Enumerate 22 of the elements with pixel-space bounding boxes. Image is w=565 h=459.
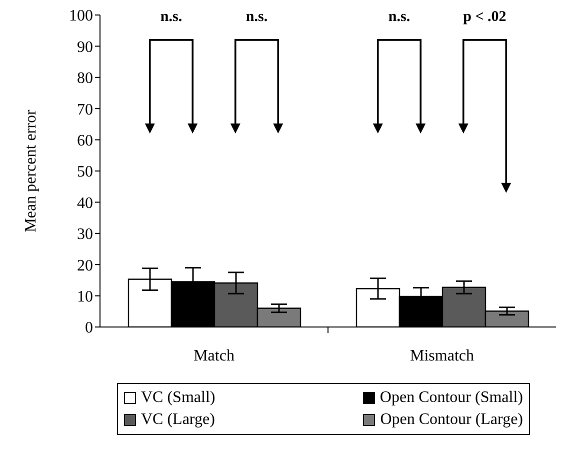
- annotation: n.s.: [246, 9, 268, 26]
- legend-label: Open Contour (Large): [380, 411, 523, 429]
- x-tick-label: Mismatch: [410, 347, 474, 364]
- legend-label: Open Contour (Small): [380, 389, 523, 407]
- y-tick-label: 60: [77, 132, 93, 150]
- y-tick-label: 70: [77, 101, 93, 118]
- x-tick-label: Match: [194, 347, 234, 364]
- y-tick-label: 20: [77, 257, 93, 274]
- legend-label: VC (Small): [141, 389, 216, 407]
- y-tick-label: 30: [77, 226, 93, 244]
- y-tick-label: 40: [77, 194, 93, 212]
- y-tick-label: 80: [77, 70, 93, 88]
- y-tick-label: 0: [85, 320, 93, 337]
- y-tick-label: 50: [77, 164, 93, 181]
- annotation: n.s.: [160, 9, 182, 26]
- legend-label: VC (Large): [141, 411, 215, 429]
- y-tick-label: 90: [77, 38, 93, 56]
- y-tick-label: 100: [69, 8, 93, 25]
- y-axis-title: Mean percent error: [22, 109, 40, 232]
- annotation: p < .02: [463, 9, 506, 26]
- y-tick-label: 10: [77, 288, 93, 306]
- annotation: n.s.: [388, 9, 410, 26]
